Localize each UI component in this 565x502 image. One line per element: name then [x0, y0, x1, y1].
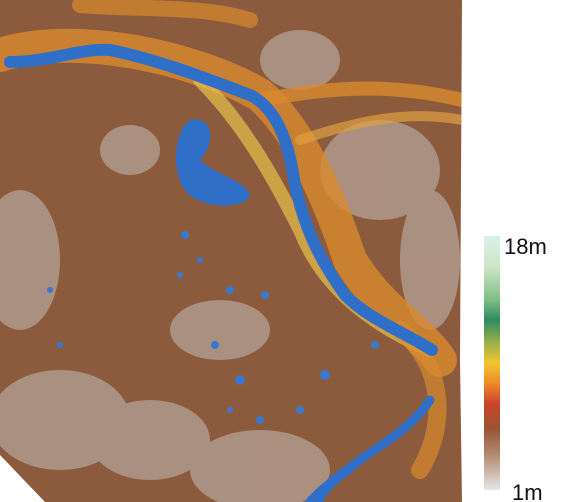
map-figure: 18m 1m [0, 0, 565, 502]
elevation-map [0, 0, 465, 502]
colorbar [484, 236, 500, 490]
legend-max-label: 18m [504, 234, 547, 259]
legend-min-label: 1m [512, 480, 543, 502]
